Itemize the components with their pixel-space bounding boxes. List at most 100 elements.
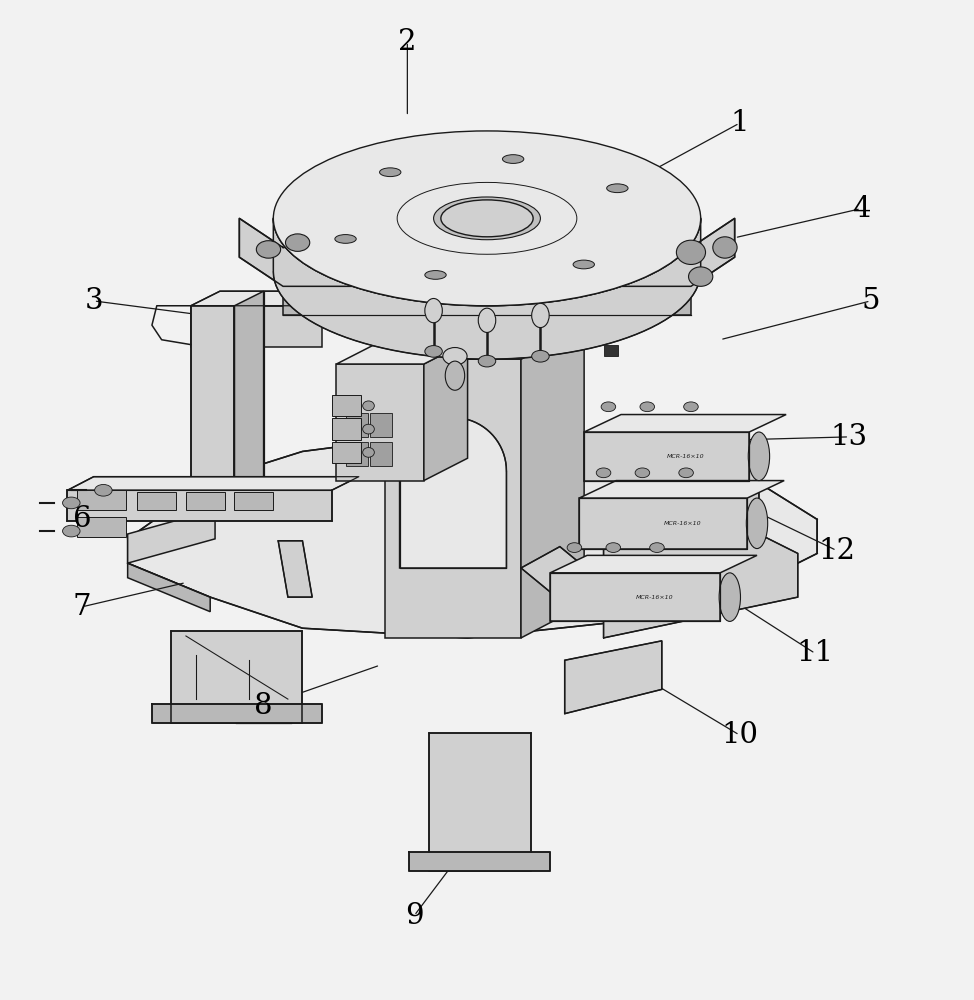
Polygon shape (191, 306, 321, 347)
Polygon shape (385, 326, 584, 359)
Ellipse shape (601, 402, 616, 412)
Polygon shape (346, 413, 367, 437)
Polygon shape (429, 733, 531, 871)
Polygon shape (521, 547, 604, 604)
Polygon shape (152, 704, 321, 723)
Polygon shape (550, 555, 757, 573)
Ellipse shape (640, 402, 655, 412)
Polygon shape (283, 286, 691, 315)
Polygon shape (521, 326, 584, 638)
Ellipse shape (719, 573, 740, 621)
Polygon shape (186, 492, 225, 510)
Ellipse shape (62, 497, 80, 509)
Ellipse shape (335, 235, 356, 243)
Ellipse shape (362, 424, 374, 434)
Ellipse shape (606, 543, 620, 552)
Polygon shape (137, 492, 176, 510)
Ellipse shape (567, 543, 581, 552)
Ellipse shape (478, 308, 496, 332)
Text: 1: 1 (730, 109, 749, 137)
Polygon shape (336, 364, 424, 481)
Polygon shape (370, 442, 392, 466)
Polygon shape (584, 415, 786, 432)
Polygon shape (331, 395, 360, 416)
Polygon shape (331, 418, 360, 440)
Text: 10: 10 (721, 721, 758, 749)
Text: 2: 2 (398, 28, 417, 56)
Ellipse shape (362, 448, 374, 457)
Polygon shape (424, 342, 468, 481)
Ellipse shape (274, 131, 700, 306)
Ellipse shape (285, 234, 310, 251)
Ellipse shape (362, 401, 374, 411)
Polygon shape (336, 342, 468, 364)
Ellipse shape (445, 361, 465, 390)
Text: MCR-16×10: MCR-16×10 (664, 521, 701, 526)
Polygon shape (604, 345, 618, 356)
Ellipse shape (573, 260, 594, 269)
Text: 12: 12 (818, 537, 855, 565)
Text: 6: 6 (73, 505, 92, 533)
Text: 11: 11 (797, 639, 834, 667)
Polygon shape (77, 517, 126, 537)
Polygon shape (171, 631, 303, 723)
Polygon shape (279, 541, 313, 597)
Polygon shape (584, 432, 749, 481)
Polygon shape (331, 442, 360, 463)
Ellipse shape (380, 168, 401, 177)
Ellipse shape (684, 402, 698, 412)
Text: 13: 13 (831, 423, 868, 451)
Text: 4: 4 (851, 195, 870, 223)
Ellipse shape (679, 468, 693, 478)
Polygon shape (346, 442, 367, 466)
Ellipse shape (441, 200, 533, 237)
Polygon shape (409, 852, 550, 871)
Polygon shape (580, 498, 747, 549)
Polygon shape (77, 490, 126, 510)
Ellipse shape (532, 350, 549, 362)
Ellipse shape (503, 155, 524, 163)
Ellipse shape (689, 267, 713, 286)
Ellipse shape (713, 237, 737, 258)
Ellipse shape (607, 184, 628, 193)
Polygon shape (67, 490, 331, 521)
Polygon shape (565, 641, 661, 714)
Ellipse shape (425, 298, 442, 323)
Ellipse shape (62, 525, 80, 537)
Ellipse shape (433, 197, 541, 240)
Ellipse shape (748, 432, 769, 481)
Ellipse shape (635, 468, 650, 478)
Polygon shape (191, 291, 351, 306)
Polygon shape (604, 463, 798, 638)
Ellipse shape (596, 468, 611, 478)
Ellipse shape (746, 498, 768, 549)
Ellipse shape (425, 346, 442, 357)
Polygon shape (235, 291, 264, 510)
Polygon shape (128, 510, 215, 563)
Text: 3: 3 (85, 287, 103, 315)
Polygon shape (191, 306, 235, 510)
Polygon shape (67, 477, 358, 490)
Ellipse shape (676, 240, 705, 264)
Polygon shape (580, 481, 784, 498)
Ellipse shape (94, 484, 112, 496)
Ellipse shape (256, 241, 281, 258)
Polygon shape (550, 573, 720, 621)
Polygon shape (370, 413, 392, 437)
Polygon shape (128, 430, 817, 638)
Polygon shape (385, 359, 521, 638)
Text: 9: 9 (405, 902, 424, 930)
Polygon shape (240, 218, 734, 286)
Ellipse shape (478, 355, 496, 367)
Text: MCR-16×10: MCR-16×10 (636, 595, 673, 600)
Text: 7: 7 (73, 593, 92, 621)
Ellipse shape (425, 271, 446, 279)
Text: 5: 5 (861, 287, 880, 315)
Polygon shape (235, 492, 274, 510)
Polygon shape (128, 563, 210, 612)
Polygon shape (274, 218, 700, 359)
Ellipse shape (532, 303, 549, 328)
Polygon shape (399, 417, 506, 568)
Ellipse shape (650, 543, 664, 552)
Text: 8: 8 (254, 692, 273, 720)
